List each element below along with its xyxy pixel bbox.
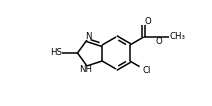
Text: N: N	[85, 32, 91, 41]
Text: O: O	[155, 36, 162, 45]
Text: NH: NH	[80, 65, 92, 74]
Text: HS: HS	[50, 48, 62, 57]
Text: O: O	[144, 17, 151, 26]
Text: CH₃: CH₃	[169, 32, 185, 41]
Text: Cl: Cl	[142, 66, 151, 75]
